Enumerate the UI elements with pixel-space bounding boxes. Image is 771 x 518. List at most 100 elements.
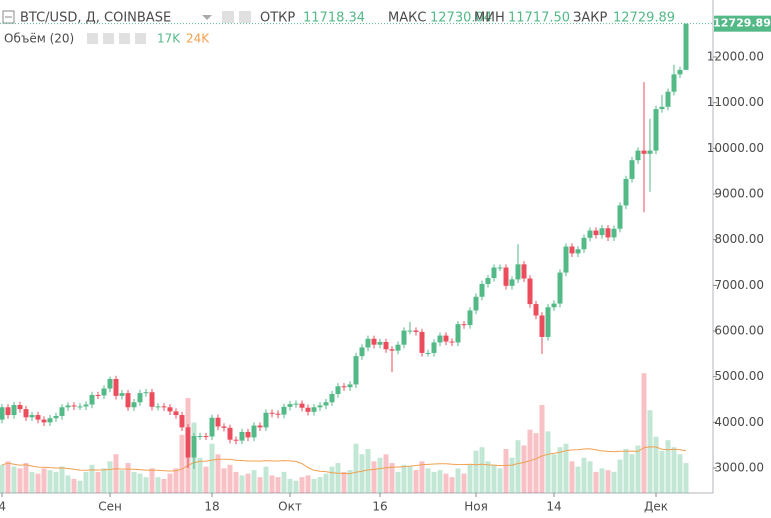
volume-bar bbox=[95, 471, 101, 493]
volume-bar bbox=[503, 448, 509, 493]
vol-icon[interactable] bbox=[103, 33, 114, 44]
volume-bar bbox=[461, 473, 467, 493]
volume-bar bbox=[347, 470, 353, 493]
volume-bar bbox=[443, 473, 449, 493]
volume-bar bbox=[437, 470, 443, 493]
volume-bar bbox=[143, 477, 149, 493]
candle-body bbox=[641, 150, 647, 154]
candle-body bbox=[83, 404, 89, 407]
volume-bar bbox=[161, 478, 167, 493]
vol-icon[interactable] bbox=[119, 33, 130, 44]
volume-bar bbox=[467, 464, 473, 493]
volume-bar bbox=[311, 478, 317, 493]
candle-body bbox=[497, 267, 503, 269]
volume-bar bbox=[53, 471, 59, 493]
vol-icon[interactable] bbox=[135, 33, 146, 44]
candle-body bbox=[467, 310, 473, 326]
volume-bar bbox=[317, 477, 323, 493]
dropdown-icon[interactable] bbox=[202, 15, 212, 20]
candle-body bbox=[371, 338, 377, 345]
volume-legend: Объём (20) bbox=[4, 32, 74, 46]
volume-bar bbox=[587, 461, 593, 493]
candle-body bbox=[455, 324, 461, 343]
candle-body bbox=[395, 344, 401, 351]
candle-body bbox=[119, 393, 125, 396]
volume-bar bbox=[653, 436, 659, 493]
y-tick-label: 10000.00 bbox=[707, 141, 764, 155]
x-tick-label: 14 bbox=[546, 500, 561, 514]
volume-bar bbox=[479, 447, 485, 493]
volume-bar bbox=[341, 471, 347, 493]
volume-bar bbox=[395, 471, 401, 493]
candle-body bbox=[209, 417, 215, 437]
volume-bar bbox=[113, 454, 119, 493]
volume-bar bbox=[353, 443, 359, 493]
candle-body bbox=[431, 342, 437, 353]
candle-body bbox=[167, 407, 173, 412]
x-tick-label: 4 bbox=[0, 500, 6, 514]
volume-bar bbox=[359, 454, 365, 493]
candle-body bbox=[353, 356, 359, 385]
volume-bar bbox=[425, 468, 431, 493]
candle-body bbox=[275, 413, 281, 415]
candle-body bbox=[377, 341, 383, 345]
last-price-tag bbox=[714, 15, 771, 32]
volume-bar bbox=[665, 440, 671, 493]
candle-body bbox=[65, 405, 71, 408]
hide-icon[interactable] bbox=[239, 11, 251, 23]
candle-body bbox=[491, 267, 497, 279]
volume-bar bbox=[0, 464, 5, 493]
volume-bar bbox=[239, 475, 245, 493]
settings-icon[interactable] bbox=[222, 11, 234, 23]
volume-bar bbox=[485, 461, 491, 493]
candle-body bbox=[677, 69, 683, 75]
x-tick-label: Ноя bbox=[464, 500, 488, 514]
collapse-icon[interactable] bbox=[2, 10, 15, 24]
volume-bar bbox=[71, 478, 77, 493]
volume-bar bbox=[575, 466, 581, 493]
volume-bar bbox=[419, 461, 425, 493]
candle-body bbox=[611, 228, 617, 238]
candle-body bbox=[35, 415, 41, 420]
candle-body bbox=[365, 338, 371, 348]
candle-body bbox=[29, 415, 35, 418]
candle-body bbox=[593, 230, 599, 236]
y-tick-label: 3000.00 bbox=[714, 461, 764, 475]
candle-layer bbox=[0, 23, 689, 469]
volume-bar bbox=[527, 429, 533, 493]
candle-body bbox=[407, 330, 413, 332]
volume-bar bbox=[125, 463, 131, 493]
candle-body bbox=[53, 415, 59, 419]
candle-body bbox=[461, 324, 467, 326]
volume-bar bbox=[623, 448, 629, 493]
candle-body bbox=[263, 412, 269, 428]
volume-bar bbox=[221, 468, 227, 493]
candle-body bbox=[569, 246, 575, 254]
candle-body bbox=[0, 407, 5, 420]
candle-body bbox=[401, 330, 407, 345]
candle-body bbox=[71, 405, 77, 407]
candle-body bbox=[185, 427, 191, 458]
candle-body bbox=[545, 307, 551, 337]
candle-body bbox=[77, 406, 83, 408]
volume-bar bbox=[299, 477, 305, 493]
volume-bar bbox=[413, 470, 419, 493]
candle-body bbox=[113, 378, 119, 396]
volume-bar bbox=[365, 448, 371, 493]
candle-body bbox=[23, 409, 29, 418]
candle-body bbox=[389, 349, 395, 351]
x-tick-label: Дек bbox=[644, 500, 668, 514]
volume-bar bbox=[371, 461, 377, 493]
ohlc-name: МАКС bbox=[388, 11, 426, 26]
volume-bar bbox=[77, 480, 83, 493]
volume-bar bbox=[215, 454, 221, 493]
candle-body bbox=[533, 304, 539, 316]
candle-body bbox=[617, 205, 623, 229]
y-tick-label: 11000.00 bbox=[707, 95, 764, 109]
candle-body bbox=[233, 439, 239, 441]
candle-body bbox=[311, 407, 317, 412]
candle-body bbox=[575, 249, 581, 254]
volume-bar bbox=[41, 468, 47, 493]
candle-body bbox=[503, 267, 509, 286]
vol-icon[interactable] bbox=[87, 33, 98, 44]
